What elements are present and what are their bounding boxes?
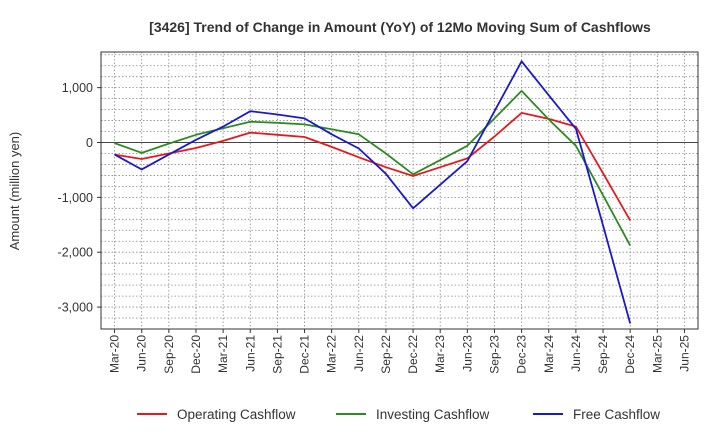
plot-frame: [100, 51, 699, 330]
legend-label: Free Cashflow: [573, 407, 660, 422]
x-tick-label: Jun-23: [460, 335, 474, 372]
x-tick-label: Dec-21: [298, 335, 312, 374]
x-tick-label: Mar-24: [542, 335, 556, 373]
x-tick-label: Mar-23: [433, 335, 447, 373]
x-tick-label: Mar-21: [216, 335, 230, 373]
x-tick-label: Sep-22: [379, 335, 393, 374]
y-tick-label: -1,000: [58, 191, 93, 205]
x-tick-label: Mar-22: [325, 335, 339, 373]
legend: Operating Cashflow Investing Cashflow Free…: [137, 407, 660, 422]
x-tick-label: Jun-20: [135, 335, 149, 372]
legend-label: Operating Cashflow: [177, 407, 296, 422]
series-lines: [114, 60, 632, 324]
legend-label: Investing Cashflow: [376, 407, 490, 422]
x-tick-label: Mar-20: [108, 335, 122, 373]
x-tick-label: Dec-23: [515, 335, 529, 374]
y-tick-label: -2,000: [58, 246, 93, 260]
x-tick-label: Sep-24: [596, 335, 610, 374]
x-tick-label: Dec-24: [623, 335, 637, 374]
y-tick-labels: 1,000 0 -1,000 -2,000 -3,000: [58, 81, 101, 315]
y-tick-label: 1,000: [62, 81, 93, 95]
x-tick-label: Jun-24: [569, 335, 583, 372]
x-tick-label: Dec-22: [406, 335, 420, 374]
x-tick-label: Jun-25: [677, 335, 691, 372]
chart-title: [3426] Trend of Change in Amount (YoY) o…: [149, 19, 651, 35]
x-tick-labels: Mar-20 Jun-20 Sep-20 Dec-20 Mar-21 Jun-21 Sep-…: [108, 329, 691, 374]
x-tick-label: Mar-25: [650, 335, 664, 373]
x-tick-label: Dec-20: [189, 335, 203, 374]
x-tick-label: Sep-21: [270, 335, 284, 374]
series-line-investing-cashflow: [114, 90, 631, 247]
x-tick-label: Sep-23: [487, 335, 501, 374]
x-tick-label: Sep-20: [162, 335, 176, 374]
x-tick-label: Jun-22: [352, 335, 366, 372]
x-tick-label: Jun-21: [243, 335, 257, 372]
y-axis-label: Amount (million yen): [7, 132, 22, 251]
y-tick-label: -3,000: [58, 301, 93, 315]
series-line-free-cashflow: [114, 60, 632, 324]
y-tick-label: 0: [86, 136, 93, 150]
